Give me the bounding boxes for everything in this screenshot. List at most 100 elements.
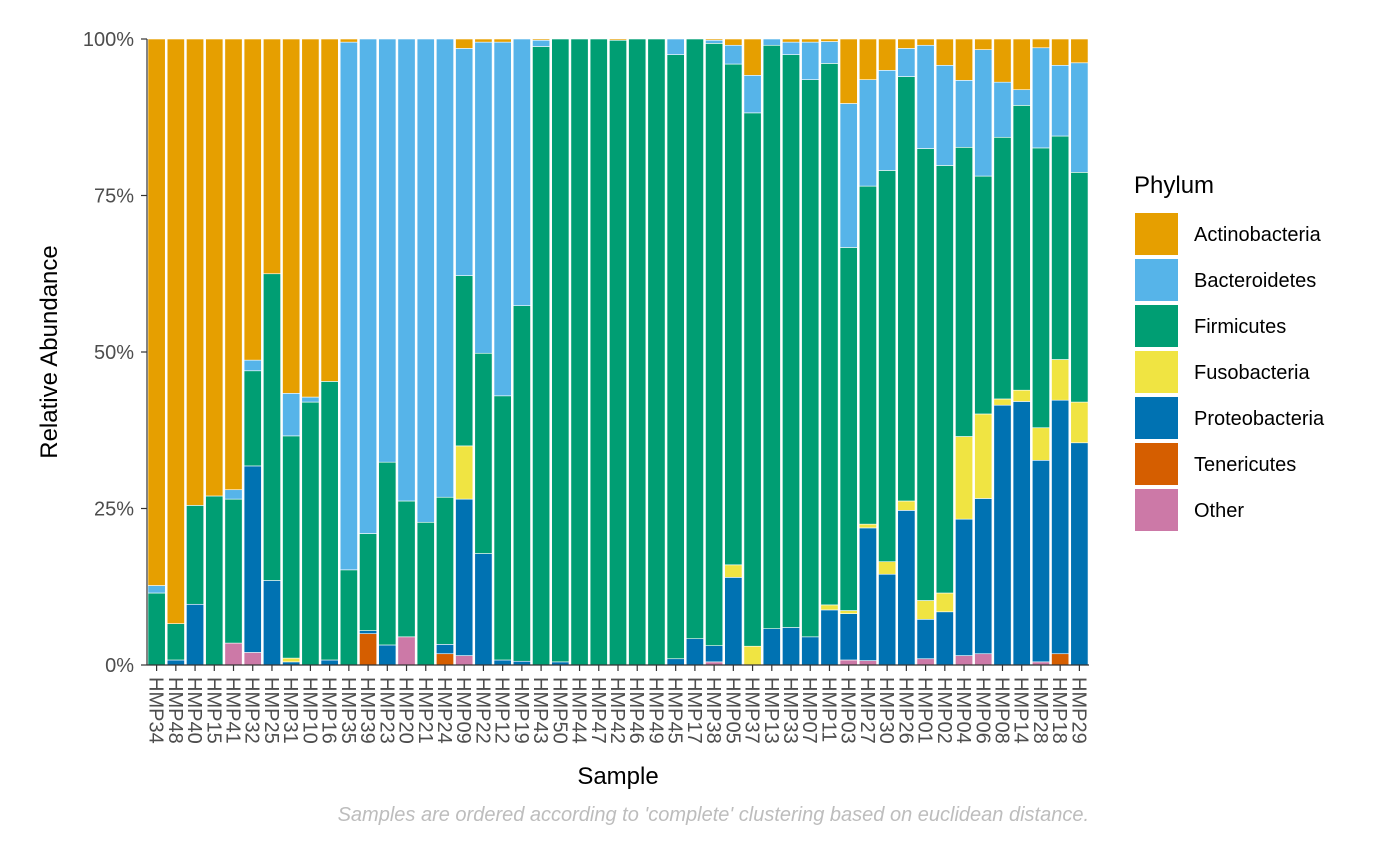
bar-segment-actinobacteria-hmp34 [147,38,166,586]
legend-key-firmicutes [1135,305,1178,347]
bar-segment-firmicutes-hmp43 [532,46,551,666]
bar-segment-fusobacteria-hmp37 [743,645,762,666]
bar-segment-proteobacteria-hmp06 [974,498,993,655]
bar-segment-bacteroidetes-hmp03 [839,103,858,248]
bar-segment-firmicutes-hmp16 [320,381,339,661]
bar-segment-actinobacteria-hmp05 [724,38,743,46]
y-tick-label: 25% [94,499,134,521]
bar-segment-bacteroidetes-hmp23 [378,38,397,463]
bar-segment-actinobacteria-hmp02 [935,38,954,66]
bar-segment-bacteroidetes-hmp35 [339,41,358,571]
bar-segment-actinobacteria-hmp31 [282,38,301,394]
bar-segment-firmicutes-hmp18 [1051,135,1070,360]
x-tick-label: HMP25 [260,677,282,744]
x-tick-label: HMP06 [971,677,993,744]
bar-segment-firmicutes-hmp07 [801,79,820,638]
bar-segment-bacteroidetes-hmp26 [897,48,916,77]
bar-segment-other-hmp20 [397,636,416,666]
bar-segment-firmicutes-hmp27 [858,185,877,525]
bar-segment-actinobacteria-hmp30 [878,38,897,71]
bar-segment-firmicutes-hmp44 [570,38,589,666]
x-tick-label: HMP42 [606,677,628,744]
bar-segment-other-hmp04 [955,655,973,666]
legend-key-other [1135,489,1178,531]
bar-segment-bacteroidetes-hmp28 [1031,47,1050,149]
bar-segment-firmicutes-hmp12 [493,395,512,661]
bar-segment-fusobacteria-hmp01 [916,600,935,620]
bar-segment-proteobacteria-hmp32 [243,465,262,653]
x-tick-label: HMP02 [933,677,955,744]
x-tick-label: HMP14 [1010,677,1032,744]
legend-label-fusobacteria: Fusobacteria [1194,362,1310,384]
bar-segment-bacteroidetes-hmp08 [993,81,1012,138]
bar-segment-tenericutes-hmp24 [436,653,454,666]
bar-segment-firmicutes-hmp32 [243,370,262,467]
bar-segment-bacteroidetes-hmp29 [1070,62,1089,173]
x-tick-label: HMP04 [952,677,974,744]
bar-segment-proteobacteria-hmp01 [916,618,935,660]
bar-segment-fusobacteria-hmp29 [1070,401,1089,444]
bar-segment-actinobacteria-hmp14 [1012,38,1031,91]
x-tick-label: HMP18 [1048,677,1070,744]
bar-segment-actinobacteria-hmp27 [858,38,877,80]
bar-segment-firmicutes-hmp38 [705,43,724,646]
bar-segment-firmicutes-hmp45 [666,54,685,660]
x-tick-label: HMP11 [817,677,839,742]
bar-segment-actinobacteria-hmp12 [493,38,512,43]
x-tick-label: HMP28 [1029,677,1051,744]
bar-segment-actinobacteria-hmp33 [782,38,800,43]
bar-segment-firmicutes-hmp46 [628,38,647,666]
x-tick-label: HMP39 [356,677,378,744]
bar-segment-firmicutes-hmp14 [1012,105,1031,391]
bar-segment-bacteroidetes-hmp45 [666,38,685,55]
x-tick-label: HMP01 [914,677,936,744]
bar-segment-tenericutes-hmp18 [1051,653,1070,666]
bar-segment-fusobacteria-hmp06 [974,413,993,499]
bar-segment-firmicutes-hmp25 [263,273,281,581]
x-tick-label: HMP31 [279,677,301,744]
x-tick-label: HMP12 [491,677,513,744]
x-tick-label: HMP29 [1067,677,1089,744]
x-tick-label: HMP40 [183,677,205,744]
legend-label-tenericutes: Tenericutes [1194,454,1296,476]
bar-segment-firmicutes-hmp31 [282,435,301,659]
bar-segment-bacteroidetes-hmp27 [858,79,877,187]
legend-label-actinobacteria: Actinobacteria [1194,224,1322,246]
bar-segment-actinobacteria-hmp09 [455,38,474,49]
bar-segment-proteobacteria-hmp18 [1051,399,1070,655]
bar-segment-actinobacteria-hmp01 [916,38,935,46]
x-tick-label: HMP15 [202,677,224,744]
x-tick-label: HMP44 [568,677,590,744]
bar-segment-proteobacteria-hmp25 [263,580,281,666]
bar-segment-firmicutes-hmp37 [743,112,762,647]
x-tick-label: HMP46 [625,677,647,744]
bar-segment-actinobacteria-hmp37 [743,38,762,76]
bars-layer [147,38,1089,666]
bar-segment-proteobacteria-hmp09 [455,498,474,656]
x-tick-label: HMP07 [798,677,820,744]
bar-segment-bacteroidetes-hmp02 [935,64,954,166]
bar-segment-bacteroidetes-hmp33 [782,41,800,55]
x-tick-label: HMP37 [741,677,763,744]
bar-segment-firmicutes-hmp02 [935,165,954,594]
bar-segment-proteobacteria-hmp22 [474,553,493,666]
bar-segment-bacteroidetes-hmp04 [955,80,973,148]
bar-segment-bacteroidetes-hmp38 [705,39,724,44]
bar-segment-actinobacteria-hmp15 [205,38,224,497]
bar-segment-actinobacteria-hmp48 [166,38,185,624]
bar-segment-actinobacteria-hmp04 [955,38,973,81]
bar-segment-fusobacteria-hmp18 [1051,359,1070,401]
bar-segment-actinobacteria-hmp43 [532,38,551,41]
bar-segment-bacteroidetes-hmp20 [397,38,416,502]
bar-segment-fusobacteria-hmp04 [955,436,973,520]
x-tick-label: HMP41 [222,677,244,744]
bar-segment-proteobacteria-hmp04 [955,518,973,656]
y-tick-label: 0% [105,655,134,677]
bar-segment-bacteroidetes-hmp34 [147,585,166,594]
bar-segment-firmicutes-hmp23 [378,461,397,646]
bar-segment-proteobacteria-hmp39 [359,630,378,635]
bar-segment-actinobacteria-hmp16 [320,38,339,382]
bar-segment-proteobacteria-hmp29 [1070,442,1089,666]
y-tick-label: 100% [83,29,134,51]
